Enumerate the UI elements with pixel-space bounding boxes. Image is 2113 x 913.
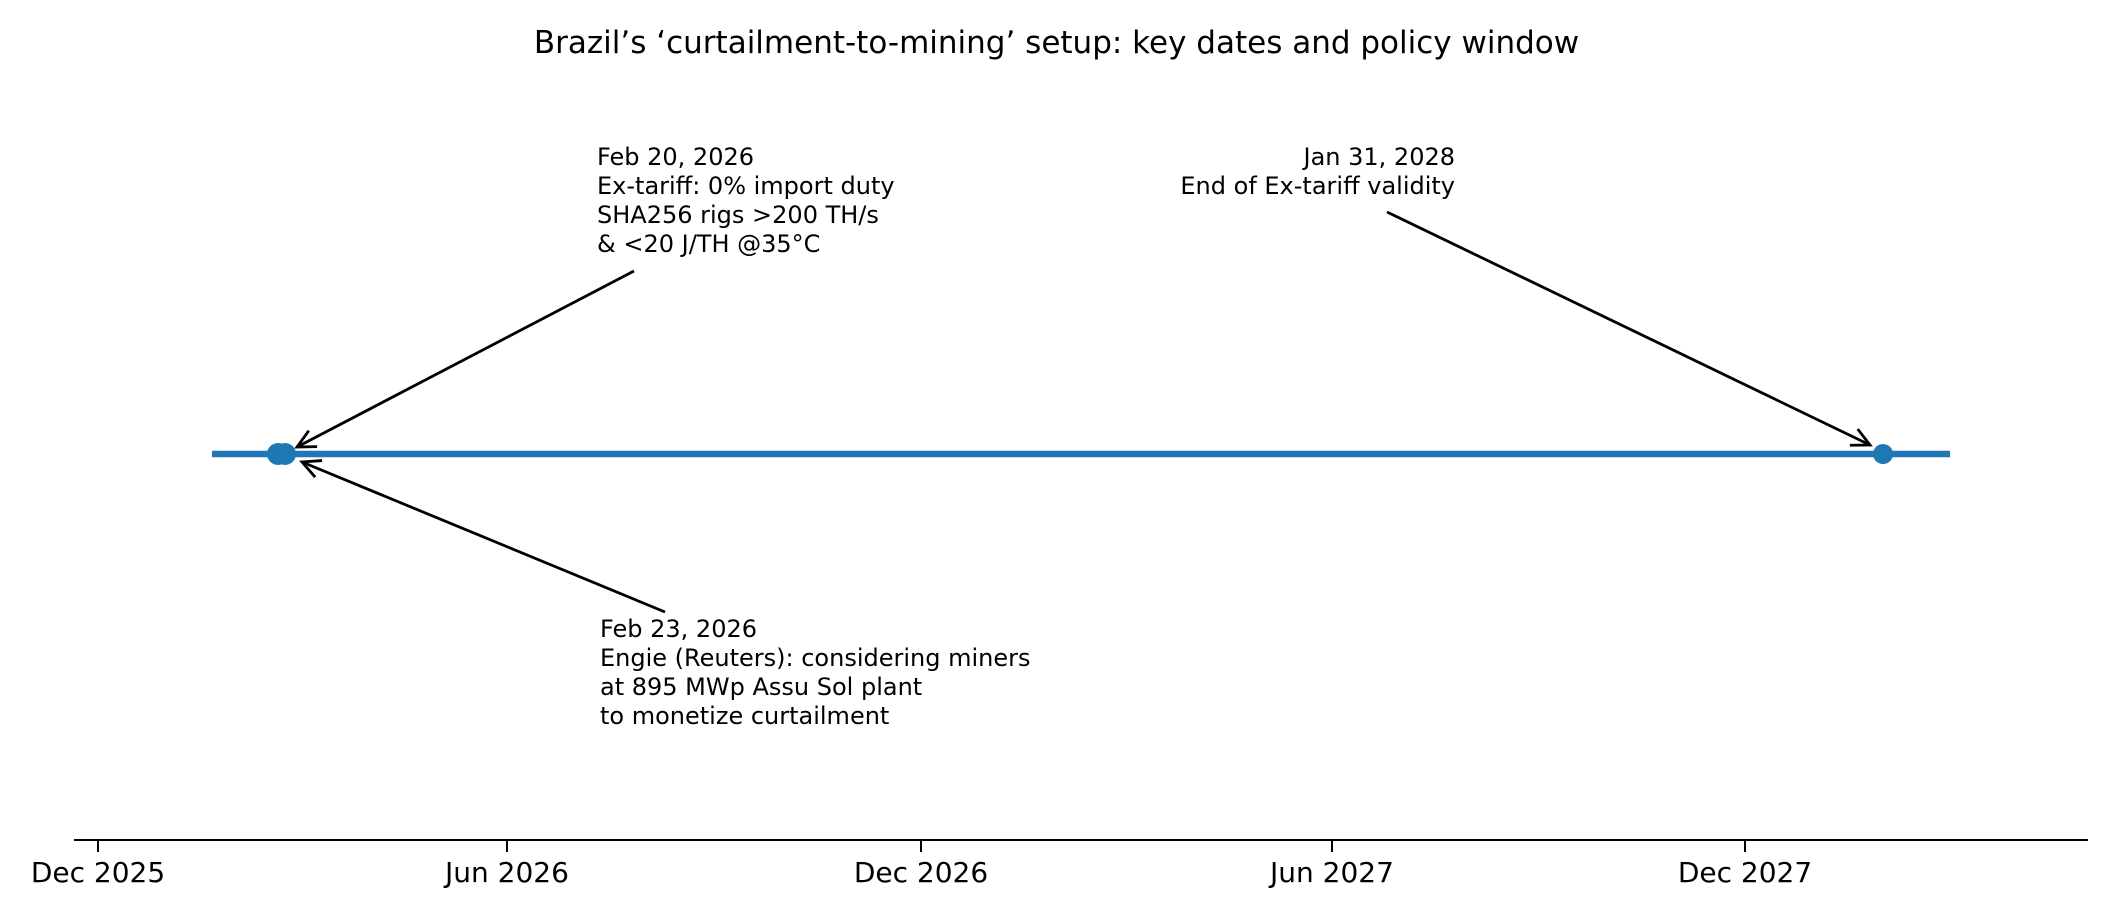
arrow-engie-annotation bbox=[299, 459, 666, 614]
x-tick-label-jun-2026: Jun 2026 bbox=[445, 856, 569, 889]
event-marker-jan-31-2028 bbox=[1873, 444, 1893, 464]
x-tick-label-dec-2025: Dec 2025 bbox=[30, 856, 166, 889]
arrow-ex-tariff-annotation bbox=[294, 269, 635, 449]
x-tick-label-dec-2027: Dec 2027 bbox=[1677, 856, 1813, 889]
arrow-end-validity-annotation bbox=[1386, 210, 1873, 447]
annotation-engie: Feb 23, 2026 Engie (Reuters): considerin… bbox=[600, 615, 1031, 730]
event-marker-feb-23-2026 bbox=[274, 443, 296, 465]
x-tick-label-dec-2026: Dec 2026 bbox=[853, 856, 989, 889]
annotation-ex-tariff: Feb 20, 2026 Ex-tariff: 0% import duty S… bbox=[597, 143, 895, 258]
x-tick-label-jun-2027: Jun 2027 bbox=[1270, 856, 1394, 889]
chart-title: Brazil’s ‘curtailment-to-mining’ setup: … bbox=[533, 25, 1580, 61]
annotation-end-validity: Jan 31, 2028 End of Ex-tariff validity bbox=[1180, 143, 1455, 200]
